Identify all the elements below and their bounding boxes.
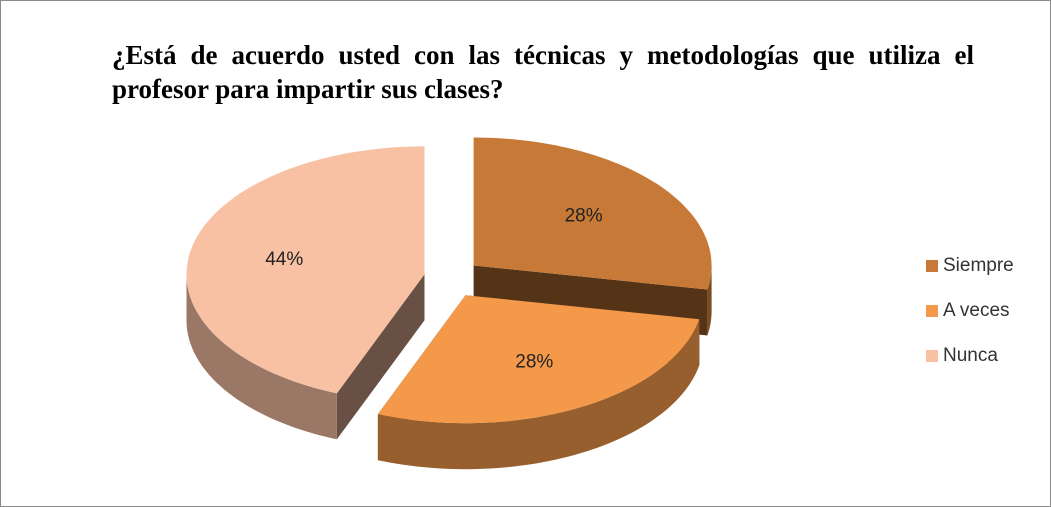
legend-swatch xyxy=(926,350,938,362)
slice-side xyxy=(377,319,700,470)
slice-side xyxy=(186,274,337,440)
slice xyxy=(186,146,425,394)
slice-side xyxy=(707,265,712,336)
data-label: 28% xyxy=(515,351,553,372)
slice xyxy=(377,295,700,424)
chart-title: ¿Está de acuerdo usted con las técnicas … xyxy=(112,40,974,104)
slice xyxy=(473,137,712,290)
legend-swatch xyxy=(926,260,938,272)
slice-side xyxy=(336,274,425,440)
data-label: 28% xyxy=(565,206,603,227)
legend-label: Nunca xyxy=(943,345,998,366)
legend-swatch xyxy=(926,305,938,317)
legend-label: Siempre xyxy=(943,255,1014,276)
legend-label: A veces xyxy=(943,300,1010,321)
data-label: 44% xyxy=(265,249,303,270)
